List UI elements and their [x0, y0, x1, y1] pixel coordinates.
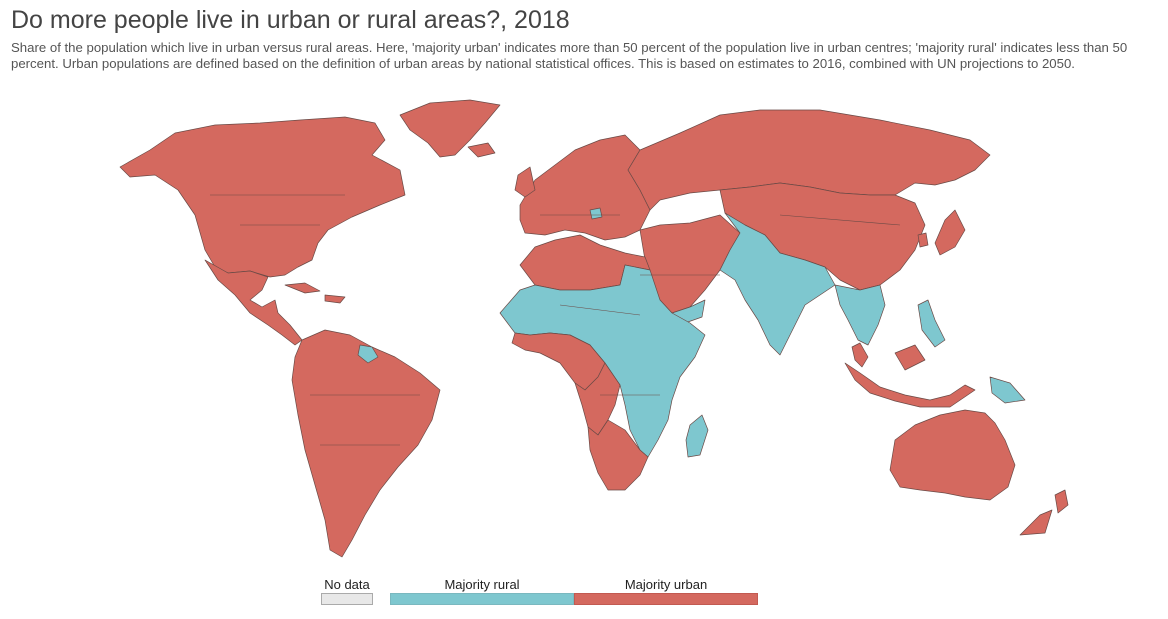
legend-rural-label: Majority rural: [444, 577, 520, 592]
region-new-zealand[interactable]: [1019, 489, 1069, 536]
region-north-america[interactable]: [119, 116, 406, 278]
region-uk[interactable]: [514, 166, 536, 198]
region-russia[interactable]: [627, 109, 991, 211]
region-guyana[interactable]: [357, 344, 379, 364]
region-indonesia[interactable]: [844, 344, 976, 408]
region-greenland[interactable]: [399, 99, 501, 158]
region-indochina[interactable]: [834, 284, 886, 346]
legend-urban-label: Majority urban: [624, 577, 708, 592]
legend-rural-swatch[interactable]: [390, 593, 574, 605]
region-iceland[interactable]: [467, 142, 496, 158]
region-korea[interactable]: [917, 232, 929, 248]
region-madagascar[interactable]: [685, 414, 709, 458]
region-philippines[interactable]: [917, 299, 946, 348]
legend-nodata-swatch[interactable]: [321, 593, 373, 605]
region-japan[interactable]: [934, 209, 966, 256]
legend: No data Majority rural Majority urban: [0, 574, 1168, 614]
region-central-africa[interactable]: [574, 362, 621, 436]
legend-nodata-label: No data: [324, 577, 370, 592]
region-caribbean[interactable]: [284, 282, 346, 304]
region-europe[interactable]: [519, 134, 651, 241]
world-map: [119, 99, 1069, 558]
region-png[interactable]: [989, 376, 1026, 404]
region-central-america[interactable]: [204, 259, 303, 346]
country-borders: [210, 194, 901, 446]
region-south-america[interactable]: [291, 329, 441, 558]
chart-title: Do more people live in urban or rural ar…: [11, 6, 570, 34]
legend-urban-swatch[interactable]: [574, 593, 758, 605]
region-bosnia[interactable]: [589, 207, 603, 220]
region-malaysia[interactable]: [851, 342, 869, 368]
chart-subtitle: Share of the population which live in ur…: [11, 40, 1128, 71]
region-south-asia[interactable]: [719, 212, 836, 356]
region-southern-africa[interactable]: [587, 419, 649, 491]
region-australia[interactable]: [889, 409, 1016, 501]
